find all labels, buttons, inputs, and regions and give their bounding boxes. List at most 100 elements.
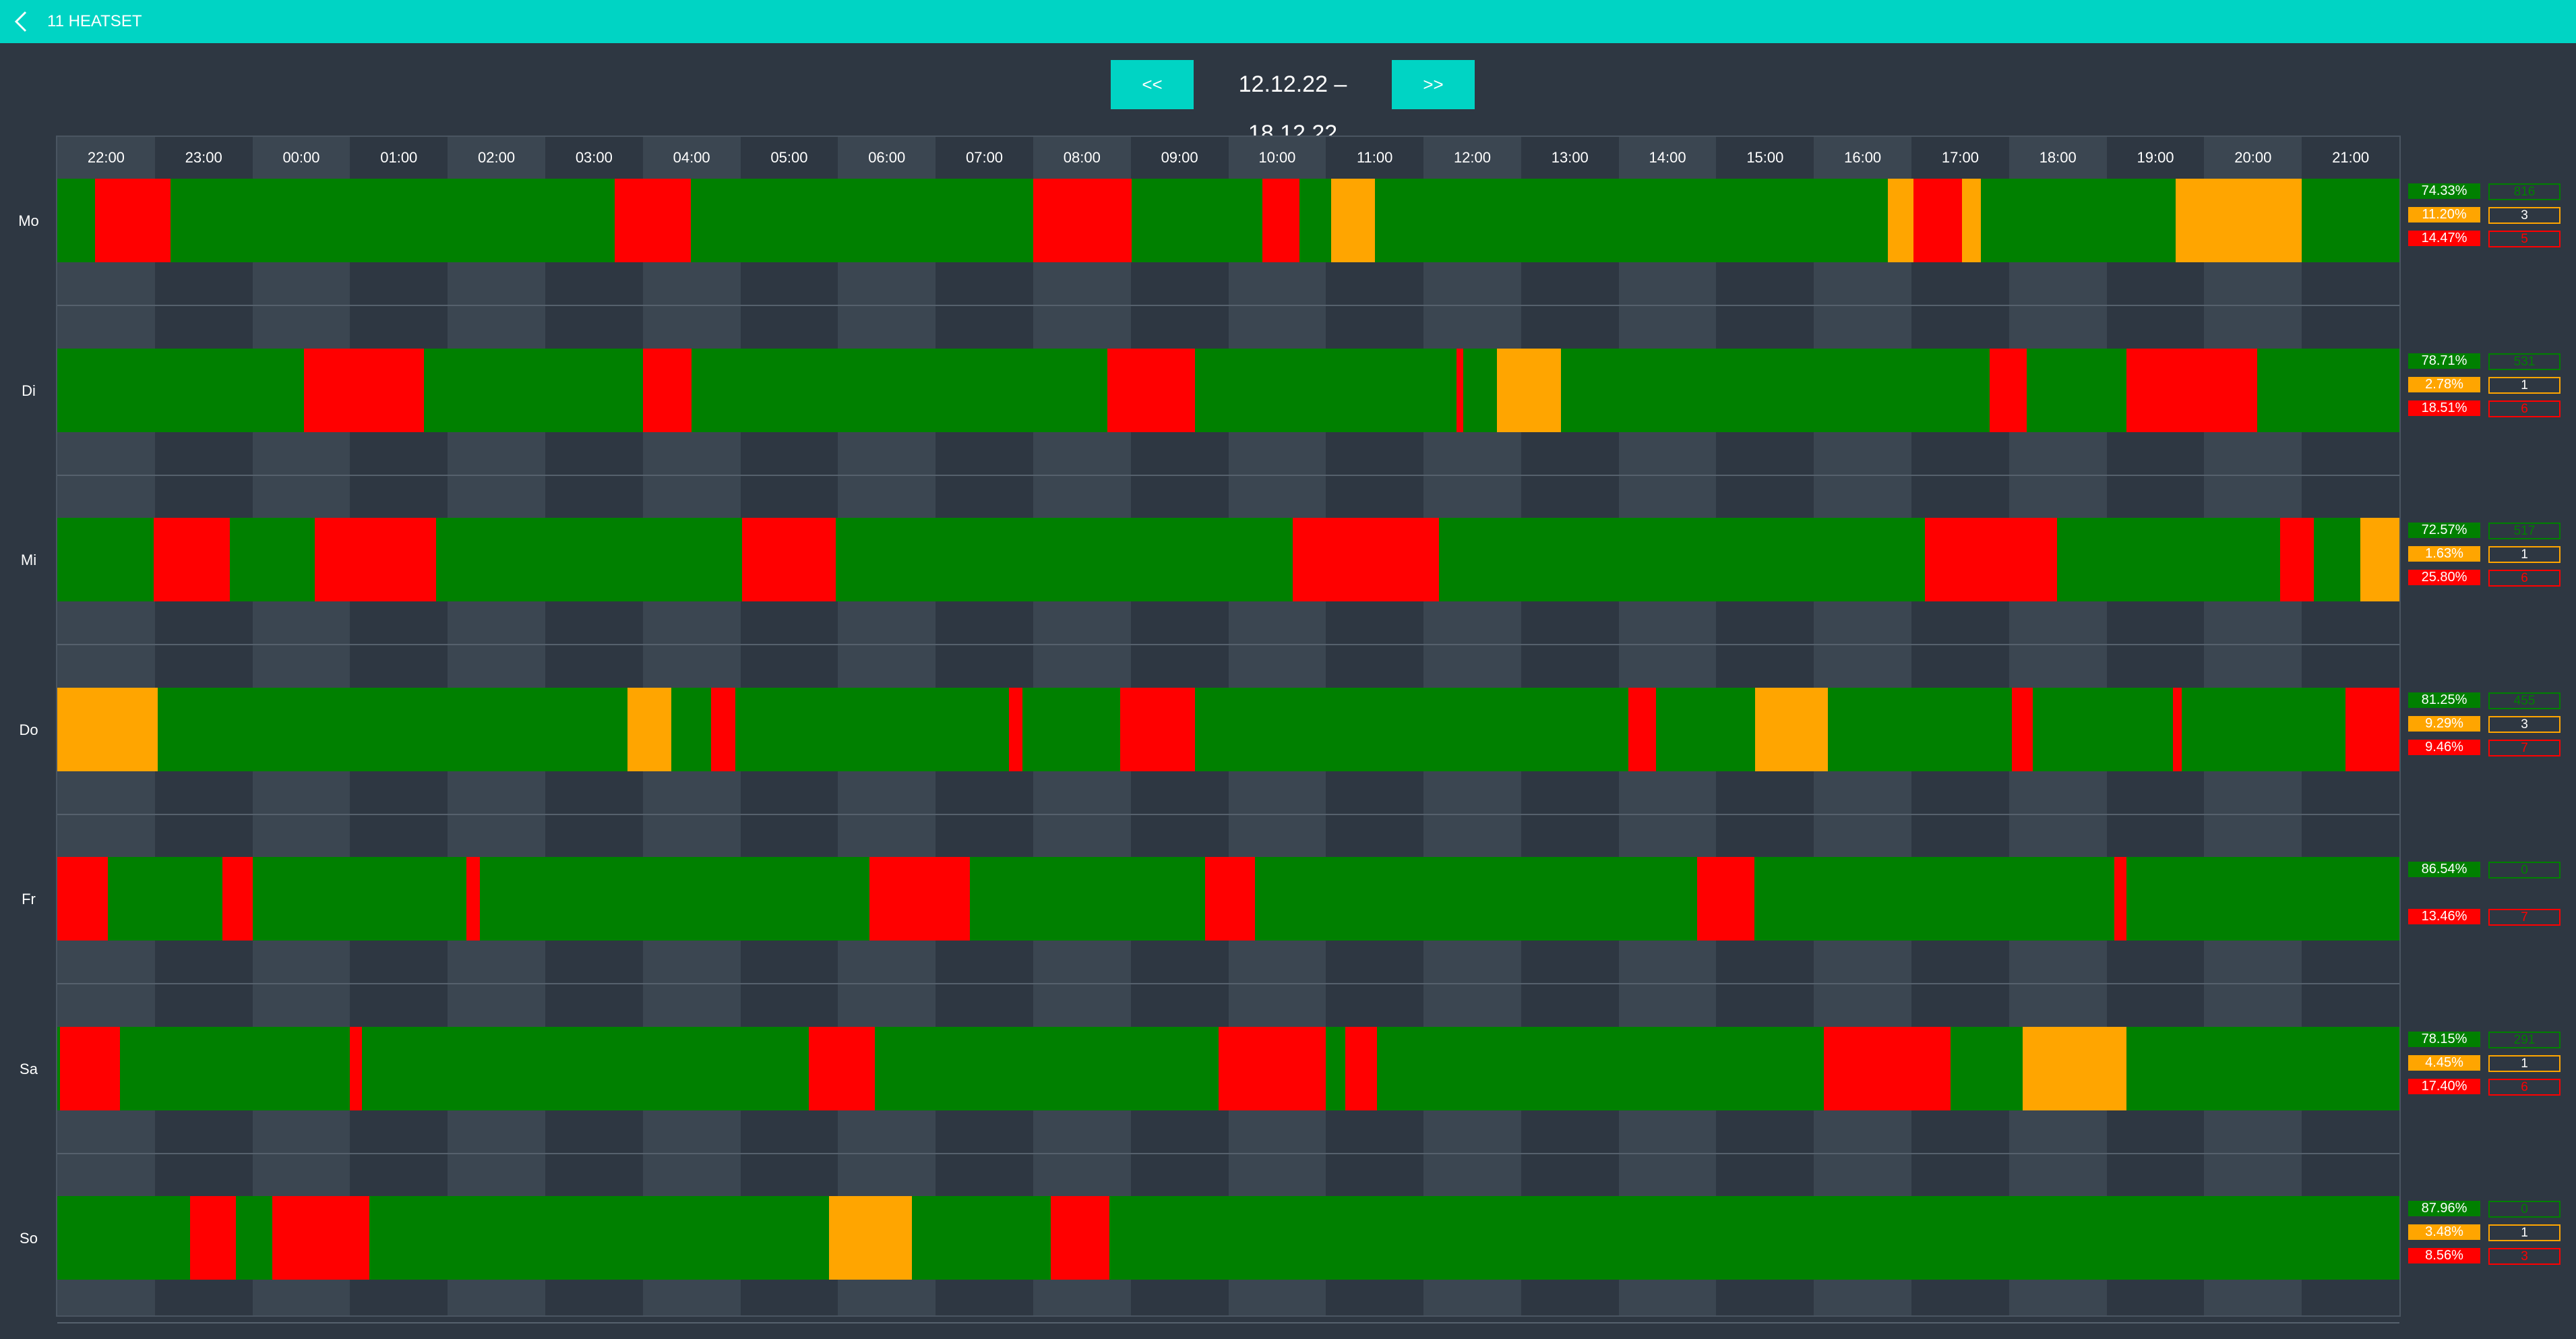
orange-segment[interactable] xyxy=(1496,348,1562,432)
red-segment[interactable] xyxy=(189,1196,236,1280)
red-segment[interactable] xyxy=(1989,348,2027,432)
day-label: Do xyxy=(19,721,38,738)
day-label: Mo xyxy=(18,212,39,229)
hour-label: 12:00 xyxy=(1453,149,1491,166)
hour-label: 19:00 xyxy=(2137,149,2174,166)
red-segment[interactable] xyxy=(1628,687,1656,771)
red-segment[interactable] xyxy=(1120,687,1196,771)
orange-segment[interactable] xyxy=(2023,1026,2126,1110)
red-percent-badge: 8.56% xyxy=(2408,1248,2480,1263)
red-segment[interactable] xyxy=(2012,687,2033,771)
hour-label: 21:00 xyxy=(2332,149,2370,166)
red-segment[interactable] xyxy=(1345,1026,1377,1110)
red-segment[interactable] xyxy=(2114,857,2126,941)
green-count-badge: 816 xyxy=(2488,183,2560,200)
red-segment[interactable] xyxy=(1050,1196,1109,1280)
orange-segment[interactable] xyxy=(1755,687,1828,771)
red-segment[interactable] xyxy=(1823,1026,1951,1110)
red-segment[interactable] xyxy=(222,857,253,941)
red-count-badge: 3 xyxy=(2488,1248,2560,1265)
red-count-badge: 7 xyxy=(2488,909,2560,926)
red-segment[interactable] xyxy=(614,179,691,262)
orange-percent-badge: 2.78% xyxy=(2408,376,2480,392)
hour-label: 07:00 xyxy=(965,149,1004,166)
orange-segment[interactable] xyxy=(57,687,158,771)
red-percent-badge: 13.46% xyxy=(2408,909,2480,924)
green-count-badge: 291 xyxy=(2488,1031,2560,1048)
day-bar-so[interactable] xyxy=(57,1196,2399,1280)
red-segment[interactable] xyxy=(808,1026,876,1110)
red-segment[interactable] xyxy=(1913,179,1963,262)
hour-label: 17:00 xyxy=(1941,149,1979,166)
red-segment[interactable] xyxy=(1293,518,1440,601)
orange-count-badge: 3 xyxy=(2488,715,2560,733)
green-count-badge: 0 xyxy=(2488,1201,2560,1218)
hour-label: 04:00 xyxy=(673,149,710,166)
red-segment[interactable] xyxy=(60,1026,120,1110)
red-segment[interactable] xyxy=(742,518,836,601)
red-segment[interactable] xyxy=(2126,348,2257,432)
red-segment[interactable] xyxy=(1204,857,1255,941)
green-percent-badge: 72.57% xyxy=(2408,523,2480,538)
red-segment[interactable] xyxy=(1262,179,1300,262)
red-segment[interactable] xyxy=(2280,518,2314,601)
red-count-badge: 6 xyxy=(2488,400,2560,417)
red-percent-badge: 14.47% xyxy=(2408,231,2480,246)
row-divider xyxy=(57,474,2399,476)
hour-label: 05:00 xyxy=(770,149,808,166)
red-segment[interactable] xyxy=(1925,518,2057,601)
green-count-badge: 455 xyxy=(2488,692,2560,709)
red-segment[interactable] xyxy=(466,857,480,941)
red-segment[interactable] xyxy=(1107,348,1196,432)
orange-segment[interactable] xyxy=(1330,179,1375,262)
orange-percent-badge: 3.48% xyxy=(2408,1224,2480,1240)
hour-label: 18:00 xyxy=(2039,149,2077,166)
red-segment[interactable] xyxy=(315,518,436,601)
next-week-button[interactable]: >> xyxy=(1392,60,1475,109)
red-segment[interactable] xyxy=(1696,857,1754,941)
day-bar-mo[interactable] xyxy=(57,179,2399,262)
row-divider xyxy=(57,305,2399,306)
orange-percent-badge: 11.20% xyxy=(2408,207,2480,222)
orange-segment[interactable] xyxy=(627,687,671,771)
hour-label: 09:00 xyxy=(1161,149,1198,166)
red-percent-badge: 25.80% xyxy=(2408,570,2480,585)
chevron-left-icon[interactable] xyxy=(9,9,34,34)
red-segment[interactable] xyxy=(2345,687,2399,771)
red-percent-badge: 9.46% xyxy=(2408,739,2480,755)
day-bar-do[interactable] xyxy=(57,687,2399,771)
day-label: Fr xyxy=(22,891,36,907)
red-segment[interactable] xyxy=(1219,1026,1326,1110)
red-segment[interactable] xyxy=(1456,348,1464,432)
prev-week-button[interactable]: << xyxy=(1111,60,1194,109)
red-segment[interactable] xyxy=(869,857,970,941)
row-divider xyxy=(57,813,2399,815)
green-percent-badge: 87.96% xyxy=(2408,1201,2480,1216)
red-segment[interactable] xyxy=(350,1026,362,1110)
red-segment[interactable] xyxy=(711,687,736,771)
orange-segment[interactable] xyxy=(2176,179,2302,262)
red-segment[interactable] xyxy=(2173,687,2182,771)
orange-percent-badge: 4.45% xyxy=(2408,1054,2480,1071)
orange-segment[interactable] xyxy=(829,1196,913,1280)
app-title: 11 HEATSET xyxy=(47,12,142,30)
green-count-badge: 531 xyxy=(2488,353,2560,370)
heatmap-grid: 22:00 23:00 00:00 01:00 02:00 03:00 04:00 05:00… xyxy=(56,136,2401,1323)
hour-label: 14:00 xyxy=(1649,149,1686,166)
red-segment[interactable] xyxy=(642,348,692,432)
red-segment[interactable] xyxy=(154,518,231,601)
red-segment[interactable] xyxy=(1033,179,1132,262)
day-label: Di xyxy=(22,382,36,399)
red-percent-badge: 18.51% xyxy=(2408,400,2480,416)
red-segment[interactable] xyxy=(57,857,109,941)
red-segment[interactable] xyxy=(95,179,171,262)
orange-segment[interactable] xyxy=(2360,518,2399,601)
green-percent-badge: 74.33% xyxy=(2408,183,2480,199)
orange-count-badge: 1 xyxy=(2488,546,2560,563)
red-segment[interactable] xyxy=(304,348,425,432)
red-segment[interactable] xyxy=(1008,687,1022,771)
hour-label: 08:00 xyxy=(1063,149,1101,166)
green-count-badge: 517 xyxy=(2488,523,2560,539)
red-segment[interactable] xyxy=(272,1196,370,1280)
red-count-badge: 6 xyxy=(2488,570,2560,587)
